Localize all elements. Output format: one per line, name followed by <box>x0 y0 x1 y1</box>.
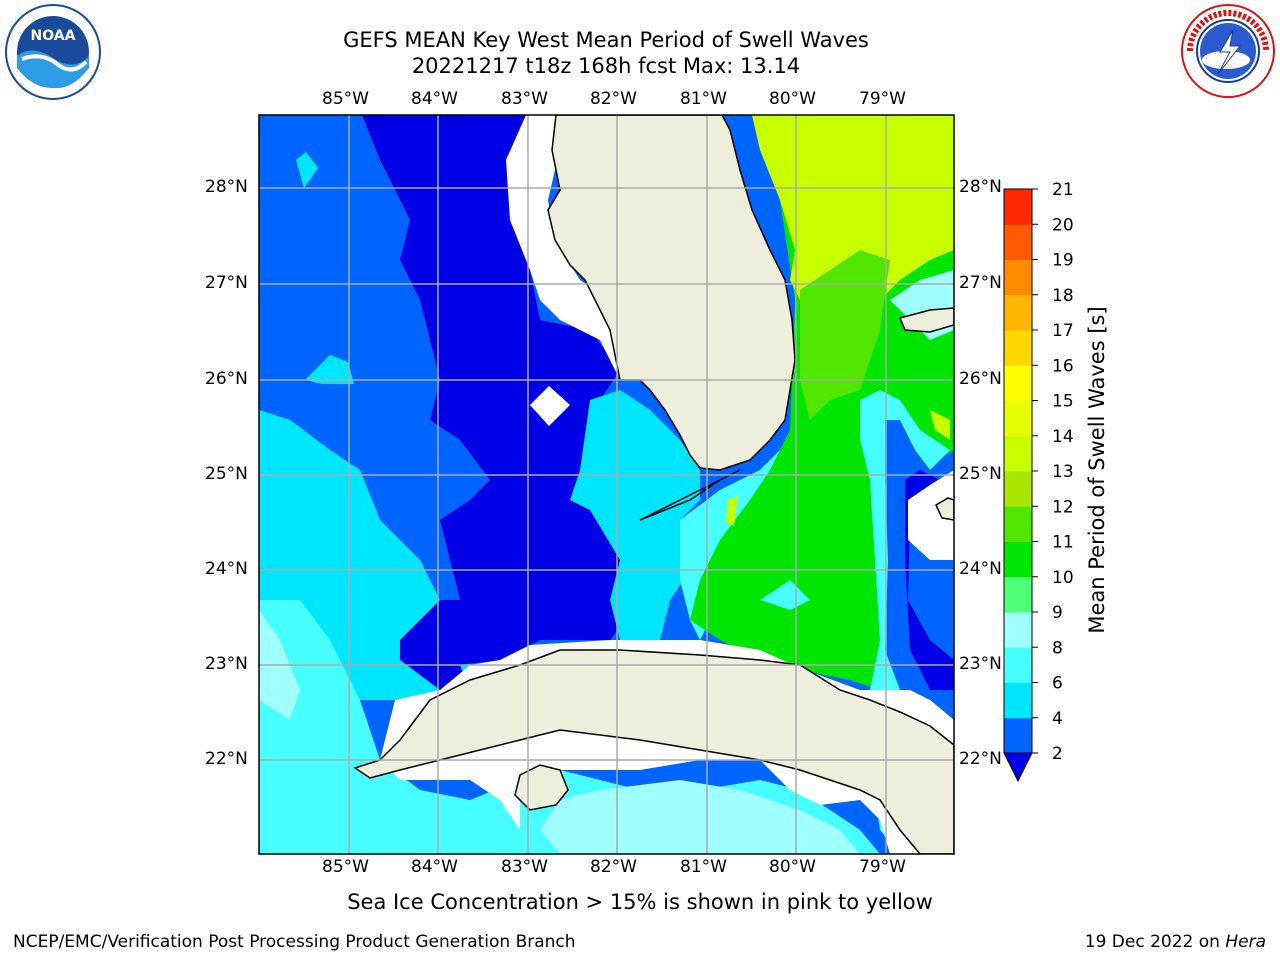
lon-label-top: 80°W <box>769 89 816 109</box>
lon-label-bottom: 81°W <box>680 857 727 877</box>
ocean-yellowgreen-patch <box>726 496 738 526</box>
lat-label-right: 24°N <box>959 559 1002 579</box>
footer-machine: Hera <box>1225 932 1266 952</box>
colorbar-bin <box>1004 330 1032 366</box>
lat-label-right: 25°N <box>959 464 1002 484</box>
ocean-lightcyan-cay <box>760 580 810 610</box>
chart-title: GEFS MEAN Key West Mean Period of Swell … <box>343 28 869 52</box>
land-bahamas-north <box>898 307 954 333</box>
ocean-cyan-patch-nw <box>296 152 318 188</box>
land-andros <box>935 497 954 521</box>
lon-label-top: 83°W <box>501 89 548 109</box>
ocean-cyan-shelf <box>570 390 700 640</box>
colorbar-tick-label: 14 <box>1052 427 1074 447</box>
lat-label-left: 27°N <box>205 273 248 293</box>
lon-label-top: 84°W <box>411 89 458 109</box>
colorbar-label: Mean Period of Swell Waves [s] <box>1085 306 1109 634</box>
lon-label-top: 85°W <box>322 89 369 109</box>
ocean-white-square <box>530 386 570 426</box>
colorbar-tick-label: 8 <box>1052 638 1063 658</box>
ocean-cyan-patch-w <box>305 355 354 384</box>
colorbar-tick-label: 15 <box>1052 392 1074 412</box>
colorbar-bin <box>1004 682 1032 719</box>
sea-ice-note: Sea Ice Concentration > 15% is shown in … <box>347 890 933 914</box>
colorbar-tick-label: 12 <box>1052 497 1074 517</box>
colorbar-bin <box>1004 189 1032 225</box>
colorbar-bin <box>1004 717 1032 754</box>
lon-label-top: 82°W <box>590 89 637 109</box>
colorbar-tick-label: 4 <box>1052 709 1063 729</box>
ocean-lightgreen-atlantic <box>800 250 890 420</box>
colorbar-bin <box>1004 647 1032 683</box>
lat-label-left: 24°N <box>205 559 248 579</box>
noaa-logo: NOAA <box>5 4 101 100</box>
colorbar-bin <box>1004 224 1032 260</box>
lat-label-right: 26°N <box>959 369 1002 389</box>
footer-date-text: 19 Dec 2022 on <box>1084 932 1226 952</box>
colorbar-tick-label: 6 <box>1052 674 1063 694</box>
lon-label-bottom: 80°W <box>769 857 816 877</box>
colorbar-tick-label: 9 <box>1052 603 1063 623</box>
colorbar-tick-label: 19 <box>1052 251 1074 271</box>
colorbar-tick-label: 13 <box>1052 462 1074 482</box>
map-frame <box>258 114 955 855</box>
ocean-deepblue-bahamas <box>885 420 954 720</box>
land-cuba <box>353 649 954 854</box>
lon-label-bottom: 84°W <box>411 857 458 877</box>
colorbar-bin <box>1004 471 1032 507</box>
colorbar-bin <box>1004 259 1032 296</box>
lat-label-left: 26°N <box>205 369 248 389</box>
colorbar-tick-label: 17 <box>1052 321 1074 341</box>
lon-label-bottom: 83°W <box>501 857 548 877</box>
lat-label-left: 25°N <box>205 464 248 484</box>
footer-date: 19 Dec 2022 on Hera <box>1085 932 1266 952</box>
colorbar-bin <box>1004 541 1032 578</box>
ocean-deepblue-edge <box>905 470 954 690</box>
colorbar-under-triangle <box>1003 752 1033 783</box>
colorbar-tick-label: 10 <box>1052 568 1074 588</box>
lat-label-right: 28°N <box>959 177 1002 197</box>
map-area <box>259 115 954 854</box>
nodata-white-atlantic <box>908 470 954 560</box>
graticule <box>259 115 954 854</box>
chart-subtitle: 20221217 t18z 168h fcst Max: 13.14 <box>411 54 801 78</box>
lon-label-bottom: 85°W <box>322 857 369 877</box>
colorbar-bin <box>1004 365 1032 401</box>
lat-label-left: 28°N <box>205 177 248 197</box>
lat-label-right: 23°N <box>959 654 1002 674</box>
lat-label-right: 22°N <box>959 749 1002 769</box>
land-florida <box>547 115 796 471</box>
footer-credit: NCEP/EMC/Verification Post Processing Pr… <box>13 932 576 952</box>
colorbar-bin <box>1004 612 1032 648</box>
colorbar-bin <box>1004 400 1032 437</box>
colorbar-tick-label: 16 <box>1052 356 1074 376</box>
lat-label-left: 22°N <box>205 749 248 769</box>
colorbar-tick-label: 20 <box>1052 215 1074 235</box>
colorbar-tick-label: 11 <box>1052 533 1074 553</box>
lat-label-right: 27°N <box>959 273 1002 293</box>
ocean-pale-south <box>540 780 860 854</box>
colorbar: 2 4 6 8 9 10 11 12 13 14 15 16 17 18 19 20 21 <box>1003 180 1074 783</box>
colorbar-tick-label: 21 <box>1052 180 1074 200</box>
colorbar-bin <box>1004 506 1032 542</box>
lon-label-bottom: 82°W <box>590 857 637 877</box>
colorbar-tick-label: 2 <box>1052 744 1063 764</box>
land-keys <box>639 469 741 521</box>
colorbar-tick-label: 18 <box>1052 286 1074 306</box>
colorbar-bin <box>1004 294 1032 331</box>
ocean-deepblue-gulf <box>362 115 660 690</box>
lat-label-left: 23°N <box>205 654 248 674</box>
noaa-logo-text: NOAA <box>31 28 76 44</box>
lon-label-bottom: 79°W <box>859 857 906 877</box>
colorbar-bin <box>1004 435 1032 472</box>
lon-label-top: 79°W <box>859 89 906 109</box>
colorbar-bin <box>1004 576 1032 613</box>
lon-label-top: 81°W <box>680 89 727 109</box>
ocean-yellowgreen-patch-2 <box>930 410 950 440</box>
nws-logo <box>1181 4 1275 98</box>
